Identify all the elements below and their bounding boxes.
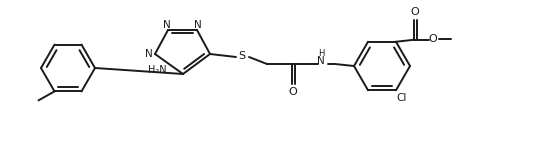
- Text: N: N: [145, 49, 153, 59]
- Text: S: S: [238, 51, 245, 61]
- Text: O: O: [429, 34, 437, 44]
- Text: O: O: [411, 7, 419, 17]
- Text: H₂N: H₂N: [148, 65, 166, 75]
- Text: N: N: [317, 56, 325, 66]
- Text: N: N: [163, 20, 171, 30]
- Text: H: H: [318, 49, 324, 59]
- Text: O: O: [288, 87, 297, 97]
- Text: Cl: Cl: [397, 93, 407, 103]
- Text: N: N: [194, 20, 202, 30]
